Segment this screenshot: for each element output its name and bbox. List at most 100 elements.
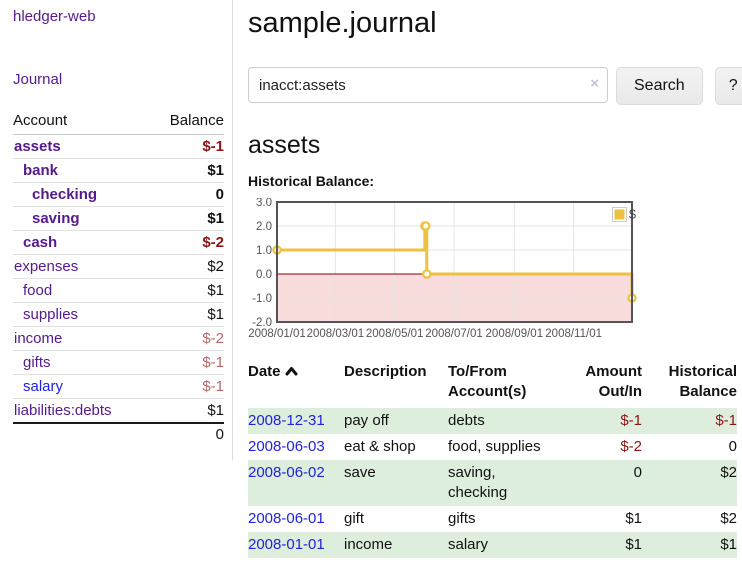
- description-cell: income: [344, 532, 448, 558]
- account-row: income $-2: [13, 326, 224, 351]
- account-link-cash[interactable]: cash: [23, 234, 58, 251]
- accounts-cell: debts: [448, 408, 562, 434]
- account-balance: $-1: [149, 374, 224, 399]
- account-balance: $1: [149, 158, 224, 183]
- accounts-cell: gifts: [448, 510, 476, 527]
- accounts-cell: saving, checking: [448, 460, 562, 506]
- account-balance: $-1: [149, 350, 224, 375]
- account-balance: $-2: [149, 230, 224, 255]
- sidebar: hledger-web Journal Account Balance asse…: [0, 0, 233, 460]
- svg-text:2008/11/01: 2008/11/01: [545, 328, 602, 340]
- register-row: 2008-12-31 pay off debts $-1 $-1: [248, 408, 737, 434]
- svg-text:1.0: 1.0: [256, 245, 272, 257]
- account-row: bank $1: [13, 158, 224, 183]
- account-link-supplies[interactable]: supplies: [23, 306, 79, 323]
- svg-text:3.0: 3.0: [256, 198, 272, 209]
- register-row: 2008-06-01 gift gifts $1 $2: [248, 506, 737, 532]
- account-heading: assets: [248, 131, 321, 159]
- account-row: salary $-1: [13, 374, 224, 399]
- accounts-cell: food, supplies: [448, 438, 541, 455]
- account-row: saving $1: [13, 206, 224, 231]
- clear-search-icon[interactable]: ×: [590, 75, 599, 92]
- transaction-date-link[interactable]: 2008-12-31: [248, 412, 325, 429]
- balance-cell: $1: [642, 532, 737, 558]
- account-link-food[interactable]: food: [23, 282, 53, 299]
- svg-text:2008/09/01: 2008/09/01: [486, 328, 544, 340]
- search-input[interactable]: [248, 67, 608, 103]
- search-input-wrap: ×: [248, 67, 608, 103]
- chart-title: Historical Balance:: [248, 173, 375, 189]
- help-button[interactable]: ?: [714, 67, 742, 105]
- account-row: gifts $-1: [13, 350, 224, 375]
- balance-cell: 0: [728, 438, 737, 455]
- accounts-cell: salary: [448, 532, 562, 558]
- register-row: 2008-01-01 income salary $1 $1: [248, 532, 737, 558]
- account-row: cash $-2: [13, 230, 224, 255]
- historical-balance-chart[interactable]: 3.0 2.0 1.0 0.0 -1.0 -2.0 2008/01/01 2008/03/01…: [248, 198, 639, 344]
- account-balance: $-1: [149, 134, 224, 159]
- transaction-date-link[interactable]: 2008-06-01: [248, 510, 325, 527]
- register-row: 2008-06-03 eat & shop food, supplies $-2 0: [248, 434, 737, 460]
- transaction-date-link[interactable]: 2008-06-03: [248, 438, 325, 455]
- svg-text:2008/07/01: 2008/07/01: [425, 328, 483, 340]
- description-cell: eat & shop: [344, 438, 416, 455]
- register-header-amount: Amount Out/In: [585, 363, 642, 400]
- balance-cell: $-1: [642, 408, 737, 434]
- sort-ascending-icon: [285, 362, 298, 382]
- brand: hledger-web: [13, 8, 224, 25]
- search-form: × Search ?: [248, 67, 742, 105]
- transaction-date-link[interactable]: 2008-06-02: [248, 464, 325, 481]
- account-link-liabilities-debts[interactable]: liabilities:debts: [14, 402, 112, 419]
- amount-cell: 0: [562, 460, 642, 506]
- amount-cell: $-1: [562, 408, 642, 434]
- description-cell: pay off: [344, 408, 448, 434]
- account-balance: $1: [149, 278, 224, 303]
- account-link-salary[interactable]: salary: [23, 378, 64, 395]
- account-row: liabilities:debts $1: [13, 398, 224, 424]
- account-row: food $1: [13, 278, 224, 303]
- register-row: 2008-06-02 save saving, checking 0 $2: [248, 460, 737, 506]
- svg-text:-2.0: -2.0: [252, 317, 272, 329]
- svg-text:-1.0: -1.0: [252, 293, 272, 305]
- register-header-accounts: To/From Account(s): [448, 363, 527, 400]
- accounts-table: Account Balance assets $-1 bank $1 checking 0…: [13, 109, 224, 446]
- account-row: expenses $2: [13, 254, 224, 279]
- brand-link[interactable]: hledger-web: [13, 8, 96, 25]
- sidebar-item-journal[interactable]: Journal: [13, 71, 63, 88]
- account-link-checking[interactable]: checking: [32, 186, 98, 203]
- main-content: sample.journal × Search ? assets Histori…: [233, 0, 742, 558]
- account-link-saving[interactable]: saving: [32, 210, 80, 227]
- account-link-assets[interactable]: assets: [14, 138, 61, 155]
- svg-text:$: $: [629, 208, 636, 222]
- description-cell: save: [344, 460, 448, 506]
- transaction-date-link[interactable]: 2008-01-01: [248, 536, 325, 553]
- description-cell: gift: [344, 510, 365, 527]
- register-header-row: Date Description To/From Account(s) Amou…: [248, 360, 737, 408]
- amount-cell: $1: [625, 510, 642, 527]
- account-balance: $1: [149, 302, 224, 327]
- svg-text:2.0: 2.0: [256, 221, 272, 233]
- register-table: Date Description To/From Account(s) Amou…: [248, 360, 737, 558]
- register-header-date: Date: [248, 360, 344, 408]
- amount-cell: $-2: [620, 438, 642, 455]
- account-row: supplies $1: [13, 302, 224, 327]
- account-balance: 0: [149, 182, 224, 207]
- accounts-header-account: Account: [13, 109, 150, 135]
- accounts-total-value: 0: [149, 422, 224, 446]
- account-row: assets $-1: [13, 134, 224, 159]
- account-link-gifts[interactable]: gifts: [23, 354, 51, 371]
- svg-text:2008/05/01: 2008/05/01: [366, 328, 424, 340]
- account-row: checking 0: [13, 182, 224, 207]
- account-link-income[interactable]: income: [14, 330, 63, 347]
- page-title: sample.journal: [248, 7, 437, 39]
- account-link-expenses[interactable]: expenses: [14, 258, 79, 275]
- amount-cell: $1: [562, 532, 642, 558]
- app: hledger-web Journal Account Balance asse…: [0, 0, 742, 558]
- chart-legend: $: [612, 207, 636, 222]
- accounts-header-balance: Balance: [149, 109, 224, 135]
- balance-cell: $2: [642, 460, 737, 506]
- account-link-bank[interactable]: bank: [23, 162, 59, 179]
- search-button[interactable]: Search: [616, 67, 703, 105]
- register-header-balance: Historical Balance: [668, 363, 737, 400]
